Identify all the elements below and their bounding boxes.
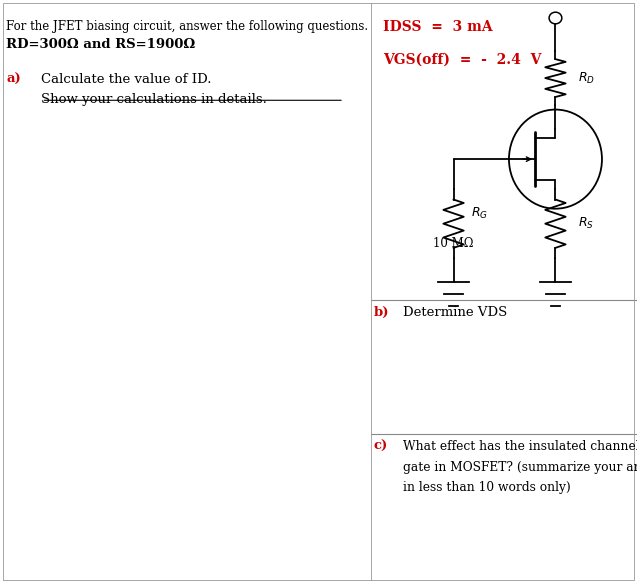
Text: b): b) xyxy=(374,306,389,319)
Text: What effect has the insulated channel from the: What effect has the insulated channel fr… xyxy=(403,440,637,453)
Text: $R_D$: $R_D$ xyxy=(578,71,596,86)
Text: Determine VDS: Determine VDS xyxy=(403,306,507,319)
Text: Calculate the value of ID.: Calculate the value of ID. xyxy=(41,73,212,86)
Text: gate in MOSFET? (summarize your answer: gate in MOSFET? (summarize your answer xyxy=(403,461,637,473)
Text: $R_G$: $R_G$ xyxy=(471,206,489,221)
Text: VGS(off)  =  -  2.4  V: VGS(off) = - 2.4 V xyxy=(383,52,542,66)
Text: 10 MΩ: 10 MΩ xyxy=(433,237,474,250)
Text: Show your calculations in details.: Show your calculations in details. xyxy=(41,93,268,106)
Text: in less than 10 words only): in less than 10 words only) xyxy=(403,481,570,494)
Text: IDSS  =  3 mA: IDSS = 3 mA xyxy=(383,20,493,34)
Text: DD: DD xyxy=(538,0,554,2)
Text: For the JFET biasing circuit, answer the following questions.: For the JFET biasing circuit, answer the… xyxy=(6,20,368,33)
Text: c): c) xyxy=(374,440,388,453)
Text: a): a) xyxy=(6,73,21,86)
Text: $R_S$: $R_S$ xyxy=(578,216,594,231)
Text: RD=300Ω and RS=1900Ω: RD=300Ω and RS=1900Ω xyxy=(6,38,196,51)
